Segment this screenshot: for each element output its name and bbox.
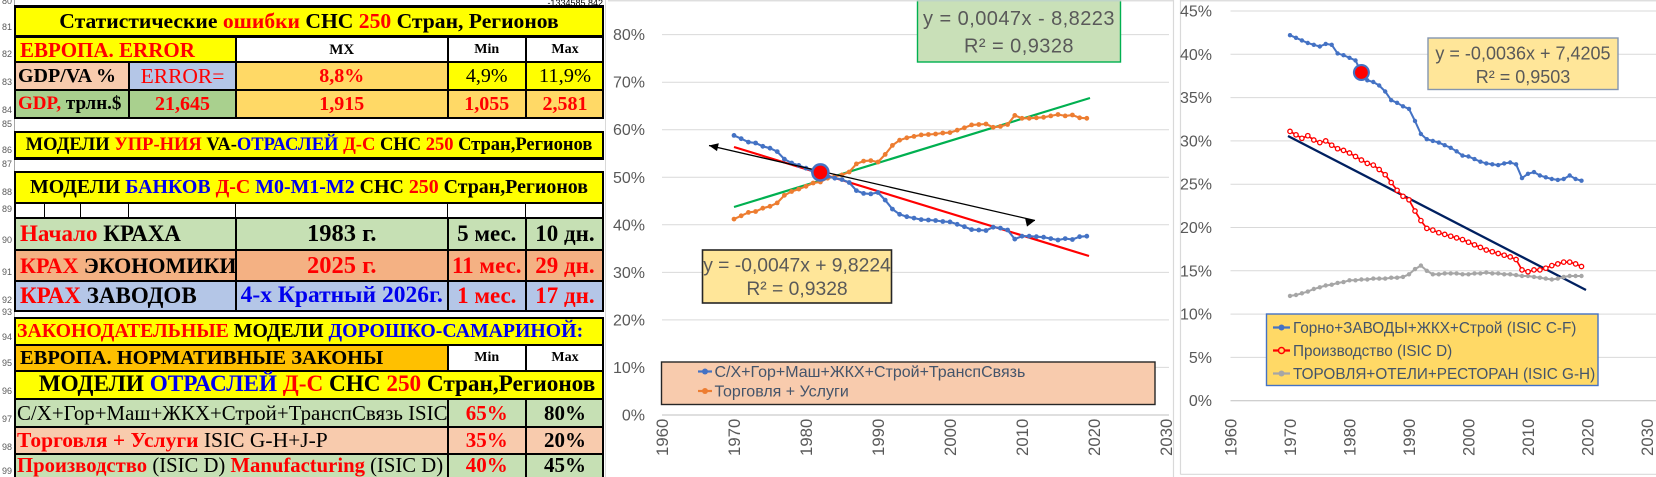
- svg-text:R² = 0,9328: R² = 0,9328: [746, 279, 847, 300]
- svg-text:30%: 30%: [1180, 133, 1212, 150]
- svg-text:2020: 2020: [1578, 419, 1597, 456]
- svg-text:45%: 45%: [1180, 4, 1212, 21]
- svg-text:Производство (ISIC D): Производство (ISIC D): [1293, 343, 1452, 360]
- svg-text:R² = 0,9328: R² = 0,9328: [964, 36, 1074, 58]
- svg-text:1980: 1980: [1340, 419, 1359, 456]
- svg-text:R² = 0,9503: R² = 0,9503: [1476, 67, 1571, 87]
- svg-text:35%: 35%: [1180, 90, 1212, 107]
- svg-text:25%: 25%: [1180, 177, 1212, 194]
- svg-text:1970: 1970: [725, 419, 744, 456]
- svg-text:ТОРОВЛЯ+ОТЕЛИ+РЕСТОРАН (ISIC G: ТОРОВЛЯ+ОТЕЛИ+РЕСТОРАН (ISIC G-H): [1293, 366, 1595, 383]
- svg-text:2030: 2030: [1638, 419, 1656, 456]
- svg-text:15%: 15%: [1180, 263, 1212, 280]
- svg-text:10%: 10%: [1180, 307, 1212, 324]
- svg-text:y = -0,0047x + 9,8224: y = -0,0047x + 9,8224: [703, 256, 891, 277]
- svg-text:y = -0,0036x + 7,4205: y = -0,0036x + 7,4205: [1435, 44, 1610, 64]
- svg-text:30%: 30%: [613, 265, 645, 282]
- svg-text:40%: 40%: [613, 217, 645, 234]
- svg-text:2000: 2000: [941, 419, 960, 456]
- svg-text:y = 0,0047x - 8,8223: y = 0,0047x - 8,8223: [923, 8, 1115, 30]
- svg-text:1990: 1990: [1400, 419, 1419, 456]
- svg-text:Торговля + Услуги: Торговля + Услуги: [715, 384, 849, 401]
- svg-text:С/Х+Гор+Маш+ЖКХ+Строй+ТранспСв: С/Х+Гор+Маш+ЖКХ+Строй+ТранспСвязь: [715, 364, 1026, 381]
- svg-text:2020: 2020: [1085, 419, 1104, 456]
- svg-text:2030: 2030: [1157, 419, 1176, 456]
- svg-text:2010: 2010: [1013, 419, 1032, 456]
- svg-text:10%: 10%: [613, 360, 645, 377]
- svg-text:70%: 70%: [613, 75, 645, 92]
- svg-text:0%: 0%: [622, 408, 645, 425]
- svg-text:80%: 80%: [613, 27, 645, 44]
- svg-text:1960: 1960: [1221, 419, 1240, 456]
- svg-text:0%: 0%: [1189, 393, 1212, 410]
- svg-text:Горно+ЗАВОДЫ+ЖКХ+Строй (ISIC C: Горно+ЗАВОДЫ+ЖКХ+Строй (ISIC C-F): [1293, 320, 1576, 337]
- svg-text:5%: 5%: [1189, 350, 1212, 367]
- svg-text:20%: 20%: [613, 312, 645, 329]
- svg-text:1990: 1990: [869, 419, 888, 456]
- svg-text:1960: 1960: [653, 419, 672, 456]
- svg-text:20%: 20%: [1180, 220, 1212, 237]
- svg-text:1980: 1980: [797, 419, 816, 456]
- svg-text:1970: 1970: [1281, 419, 1300, 456]
- svg-text:60%: 60%: [613, 122, 645, 139]
- svg-text:40%: 40%: [1180, 47, 1212, 64]
- svg-text:50%: 50%: [613, 170, 645, 187]
- svg-text:2010: 2010: [1519, 419, 1538, 456]
- svg-text:2000: 2000: [1459, 419, 1478, 456]
